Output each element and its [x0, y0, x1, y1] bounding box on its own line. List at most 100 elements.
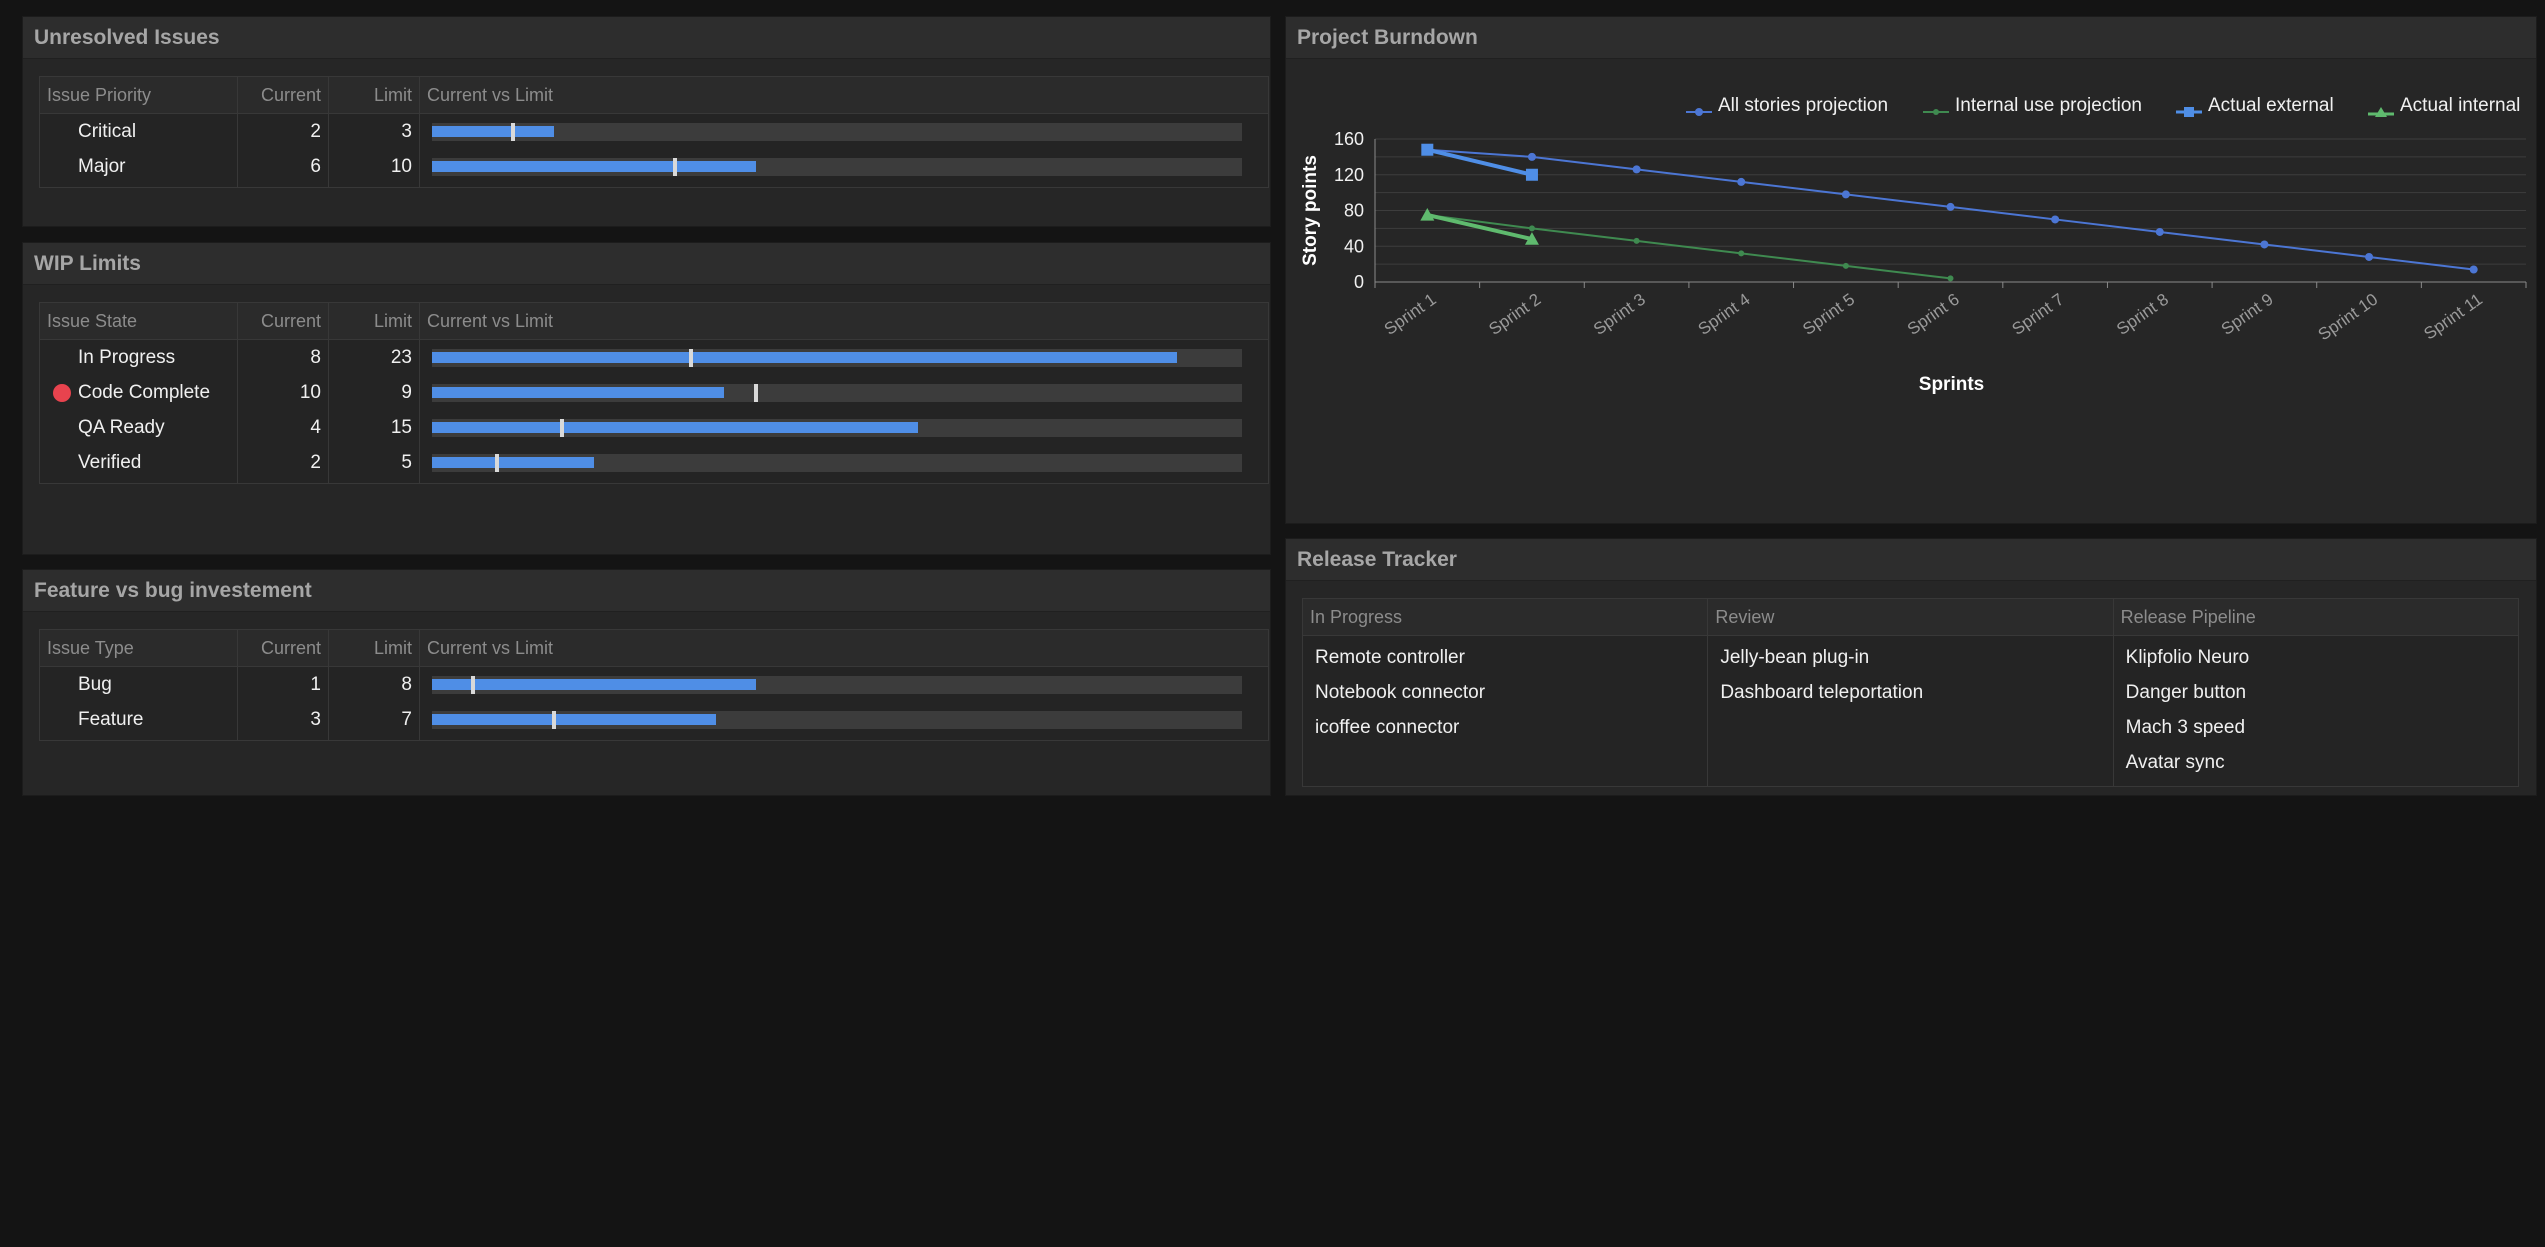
bullet-track	[432, 122, 1242, 141]
release-column-release-pipeline: Klipfolio Neuro Danger button Mach 3 speed…	[2113, 635, 2520, 787]
row-label: QA Ready	[39, 410, 238, 445]
table-row-major: Major 6 10	[39, 149, 1269, 188]
limit-value: 7	[328, 702, 420, 741]
column-header-current: Current	[237, 629, 329, 667]
row-label: In Progress	[39, 339, 238, 375]
bullet-limit-marker	[559, 418, 564, 437]
table-row-bug: Bug 1 8	[39, 666, 1269, 702]
x-tick-label: Sprint 3	[1590, 290, 1649, 339]
bullet-limit-marker	[551, 710, 556, 729]
y-tick-label: 120	[1334, 165, 1364, 185]
current-value: 1	[237, 666, 329, 702]
data-point-actual-external	[1525, 168, 1538, 181]
release-tracker-panel: Release Tracker In Progress Review Relea…	[1285, 538, 2537, 796]
bullet-cell	[419, 149, 1269, 188]
bullet-limit-marker	[689, 348, 694, 367]
release-item[interactable]: Klipfolio Neuro	[2125, 647, 2250, 668]
bullet-current-bar	[432, 125, 554, 137]
bullet-track	[432, 157, 1242, 176]
release-item[interactable]: Dashboard teleportation	[1720, 682, 1924, 703]
bullet-limit-marker	[494, 453, 499, 472]
release-item[interactable]: icoffee connector	[1315, 717, 1460, 738]
row-name: In Progress	[78, 346, 176, 368]
bullet-limit-marker	[511, 122, 515, 141]
x-tick-label: Sprint 10	[2315, 290, 2382, 345]
column-header-limit: Limit	[328, 76, 420, 114]
data-point-all-stories-projection	[2260, 240, 2269, 249]
row-name: Critical	[78, 120, 137, 142]
table-row-critical: Critical 2 3	[39, 113, 1269, 149]
data-point-all-stories-projection	[2155, 227, 2164, 236]
x-axis-title: Sprints	[1919, 374, 1984, 395]
current-value: 4	[237, 410, 329, 445]
column-header-current: Current	[237, 302, 329, 340]
release-column-in-progress: Remote controller Notebook connector icoff…	[1302, 635, 1709, 787]
x-tick-label: Sprint 2	[1485, 290, 1544, 339]
data-point-internal-use-projection	[1738, 250, 1745, 257]
panel-title: Release Tracker	[1286, 539, 2536, 581]
column-header-current: Current	[237, 76, 329, 114]
bullet-track	[432, 675, 1242, 694]
release-item[interactable]: Avatar sync	[2125, 752, 2225, 773]
column-header-in-progress: In Progress	[1302, 598, 1709, 636]
data-point-internal-use-projection	[1528, 225, 1535, 232]
current-value: 10	[237, 375, 329, 410]
series-line-actual-internal	[1426, 213, 1533, 242]
table-row-qa-ready: QA Ready 4 15	[39, 410, 1269, 445]
release-item[interactable]: Notebook connector	[1315, 682, 1486, 703]
release-item[interactable]: Mach 3 speed	[2125, 717, 2246, 738]
x-tick-label: Sprint 8	[2113, 290, 2172, 339]
bullet-current-bar	[432, 160, 756, 172]
bullet-limit-marker	[673, 157, 677, 176]
table-row-verified: Verified 2 5	[39, 445, 1269, 484]
release-item[interactable]: Remote controller	[1315, 647, 1465, 668]
release-item[interactable]: Danger button	[2125, 682, 2247, 703]
x-tick-label: Sprint 1	[1381, 290, 1440, 339]
data-point-all-stories-projection	[1946, 202, 1955, 211]
data-point-internal-use-projection	[1947, 275, 1954, 282]
row-name: Feature	[78, 708, 144, 730]
data-point-all-stories-projection	[1841, 190, 1850, 199]
current-value: 3	[237, 702, 329, 741]
x-tick-label: Sprint 6	[1904, 290, 1963, 339]
column-header-priority: Issue Priority	[39, 76, 238, 114]
bullet-track	[432, 453, 1242, 472]
unresolved-issues-panel: Unresolved Issues Issue Priority Current…	[22, 16, 1271, 227]
bullet-cell	[419, 445, 1269, 484]
legend-label: All stories projection	[1718, 95, 1889, 116]
legend-label: Actual internal	[2400, 95, 2521, 116]
legend-item-internal-projection[interactable]: Internal use projection	[1923, 95, 2142, 117]
panel-title: Project Burndown	[1286, 17, 2536, 59]
data-point-internal-use-projection	[1633, 237, 1640, 244]
data-point-actual-internal	[1420, 207, 1435, 221]
column-header-review: Review	[1707, 598, 2114, 636]
data-point-all-stories-projection	[2365, 252, 2374, 261]
bullet-cell	[419, 410, 1269, 445]
row-name: Verified	[78, 451, 142, 473]
row-name: Bug	[78, 673, 112, 695]
burndown-chart: 0 40 80 120 160 Sprint 1 Sprint 2 Sprint 3 Sprin…	[1300, 129, 2527, 395]
alert-indicator-icon	[53, 384, 71, 402]
legend-line-circle-icon	[1923, 109, 1949, 115]
limit-value: 23	[328, 339, 420, 375]
bullet-current-bar	[432, 421, 918, 433]
release-item[interactable]: Jelly-bean plug-in	[1720, 647, 1870, 668]
bullet-current-bar	[432, 351, 1178, 363]
bullet-cell	[419, 339, 1269, 375]
limit-value: 5	[328, 445, 420, 484]
panel-title: WIP Limits	[23, 243, 1270, 285]
column-header-current-vs-limit: Current vs Limit	[419, 302, 1269, 340]
legend-item-all-stories[interactable]: All stories projection	[1686, 95, 1888, 117]
row-label: Major	[39, 149, 238, 188]
bullet-cell	[419, 666, 1269, 702]
legend-line-square-icon	[2176, 107, 2202, 117]
current-value: 6	[237, 149, 329, 188]
legend-item-actual-internal[interactable]: Actual internal	[2368, 95, 2520, 117]
table-row-code-complete: Code Complete 10 9	[39, 375, 1269, 410]
legend-item-actual-external[interactable]: Actual external	[2176, 95, 2334, 117]
current-value: 8	[237, 339, 329, 375]
limit-value: 15	[328, 410, 420, 445]
y-tick-label: 0	[1354, 272, 1364, 292]
limit-value: 8	[328, 666, 420, 702]
series-line-actual-external	[1426, 147, 1533, 177]
